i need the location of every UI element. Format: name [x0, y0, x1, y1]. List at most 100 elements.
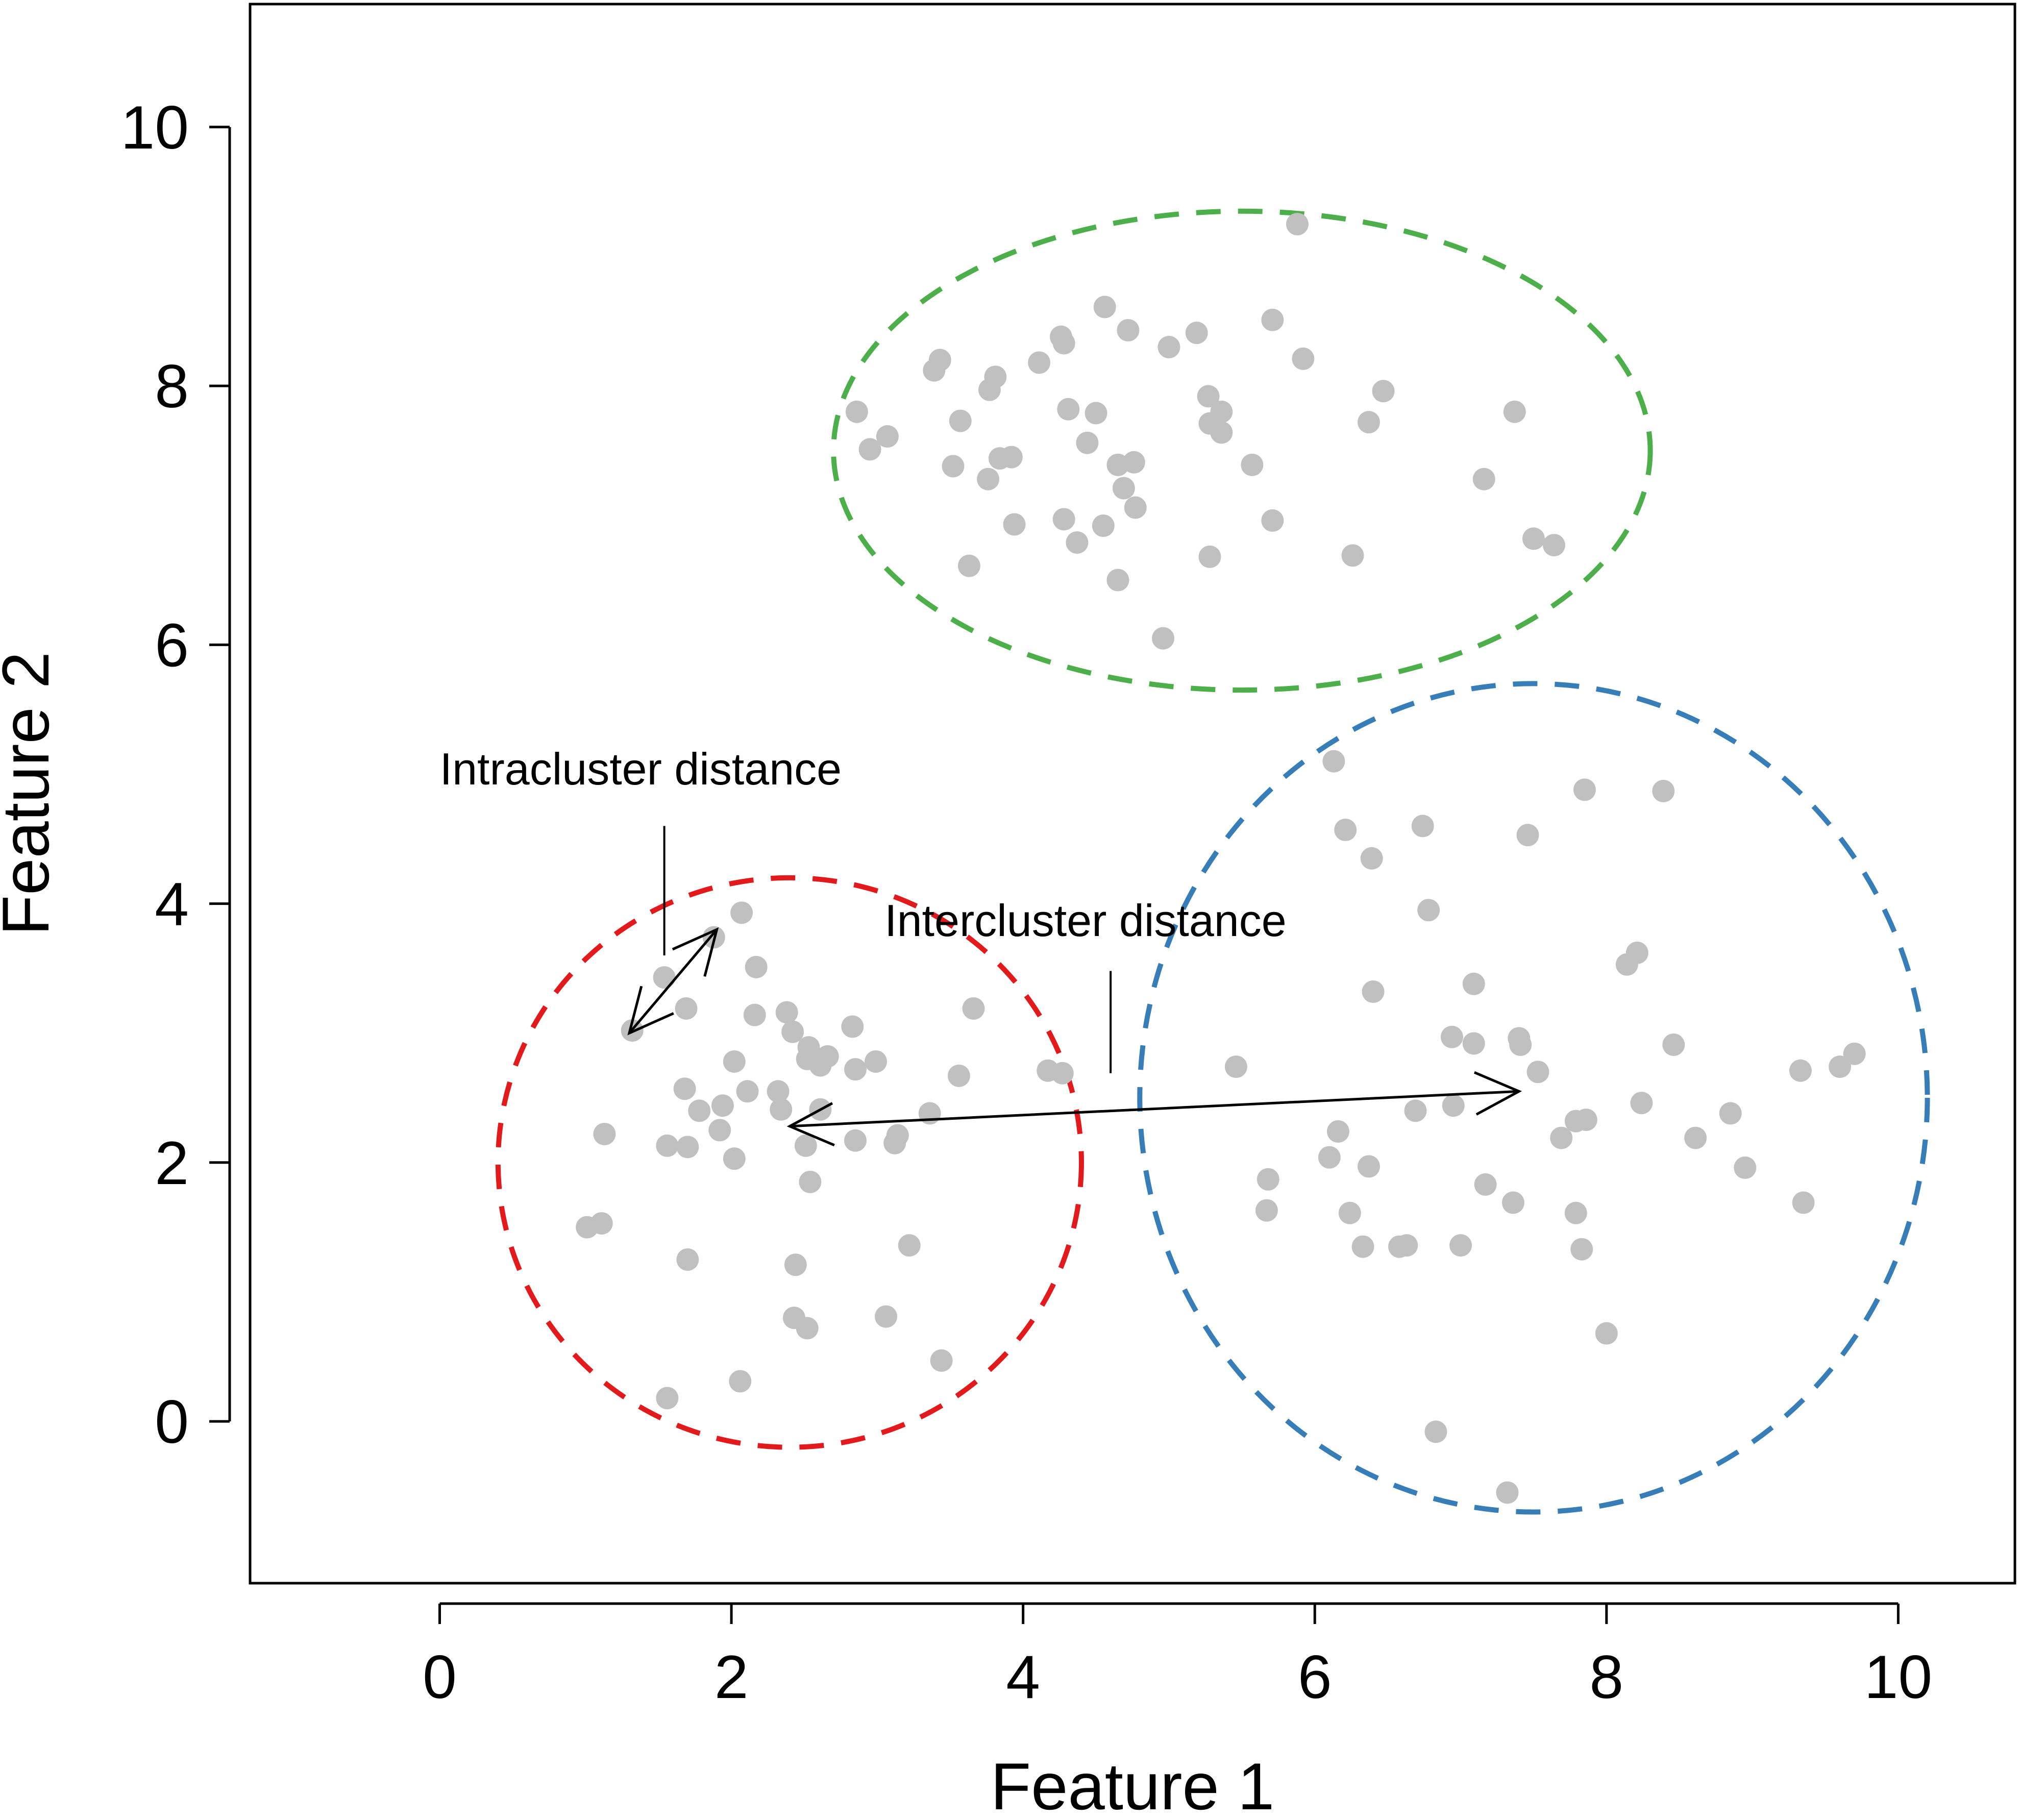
data-point	[1261, 509, 1284, 532]
data-point	[1372, 380, 1395, 403]
data-point	[1241, 453, 1264, 476]
data-point	[1357, 411, 1380, 434]
plot-frame	[249, 3, 2016, 1585]
data-point	[1028, 351, 1051, 374]
data-point	[942, 455, 965, 478]
data-point	[1085, 402, 1107, 425]
data-point	[1550, 1126, 1573, 1149]
intracluster-arrow	[627, 927, 719, 1036]
arrow-head	[627, 986, 674, 1036]
arrow-head	[1473, 1071, 1522, 1116]
data-point	[1442, 1094, 1465, 1117]
data-point	[962, 997, 985, 1020]
cluster-ellipse	[1137, 681, 1930, 1515]
data-point	[1362, 980, 1385, 1003]
data-point	[1092, 514, 1115, 537]
data-point	[784, 1253, 807, 1276]
data-point	[708, 1119, 731, 1142]
data-point	[794, 1134, 817, 1157]
data-point	[1564, 1201, 1587, 1224]
data-point	[775, 1001, 798, 1024]
data-point	[1417, 899, 1440, 922]
x-tick-label: 4	[1006, 1643, 1040, 1711]
data-point	[1472, 468, 1495, 490]
data-point	[1360, 847, 1383, 870]
data-point	[590, 1212, 613, 1235]
data-point	[593, 1122, 616, 1145]
y-tick-label: 10	[121, 93, 189, 162]
data-point	[876, 425, 899, 448]
x-axis: 0 2 4 6 8 10	[423, 1602, 1932, 1711]
data-point	[1003, 513, 1026, 536]
data-point	[653, 966, 676, 989]
data-point	[947, 1064, 970, 1087]
data-point	[1076, 431, 1099, 454]
y-tick-label: 2	[155, 1129, 189, 1197]
data-point	[977, 468, 1000, 490]
annotations: Intracluster distance Intercluster dista…	[440, 744, 1522, 1147]
data-point	[656, 1134, 679, 1157]
data-point	[743, 1003, 766, 1026]
data-point	[1318, 1146, 1341, 1169]
data-point	[844, 1058, 867, 1081]
data-point	[1257, 1168, 1279, 1191]
y-tick-label: 0	[155, 1388, 189, 1456]
data-point	[1503, 400, 1526, 423]
data-point	[767, 1080, 790, 1103]
data-point	[978, 378, 1001, 401]
y-tick-label: 6	[155, 611, 189, 679]
data-point	[1066, 531, 1089, 554]
data-point	[845, 400, 868, 423]
data-point	[1522, 527, 1545, 550]
data-point	[1516, 824, 1539, 847]
data-point	[1224, 1055, 1247, 1078]
data-point	[723, 1147, 746, 1170]
data-point	[1124, 496, 1147, 519]
intracluster-label: Intracluster distance	[440, 744, 842, 794]
data-point	[1573, 778, 1596, 801]
data-point	[1357, 1155, 1380, 1178]
x-tick-label: 0	[423, 1643, 457, 1711]
data-point	[1595, 1322, 1618, 1345]
data-point	[1261, 308, 1284, 331]
data-point	[1440, 1025, 1463, 1048]
data-point	[1322, 750, 1345, 773]
data-point	[1411, 815, 1434, 838]
data-point	[1501, 1191, 1524, 1214]
cluster-ellipses	[495, 208, 1930, 1515]
data-point	[723, 1050, 746, 1073]
data-point	[745, 955, 768, 978]
data-point	[1792, 1191, 1815, 1214]
data-point	[730, 901, 753, 924]
y-axis-title: Feature 2	[0, 652, 63, 936]
data-point	[1000, 446, 1023, 469]
y-tick-label: 4	[155, 870, 189, 939]
data-point	[1351, 1235, 1374, 1258]
data-point	[1843, 1042, 1866, 1065]
data-point	[1052, 508, 1075, 531]
x-tick-label: 10	[1864, 1643, 1932, 1711]
intercluster-label: Intercluster distance	[884, 895, 1287, 946]
data-point	[1112, 477, 1135, 500]
data-points	[576, 213, 1866, 1504]
data-point	[1106, 569, 1129, 592]
data-point	[1338, 1201, 1361, 1224]
data-point	[1334, 819, 1357, 842]
data-point	[1157, 336, 1180, 359]
data-point	[656, 1387, 679, 1410]
data-point	[883, 1132, 906, 1154]
cluster-ellipse	[495, 875, 1084, 1450]
data-point	[1197, 385, 1220, 408]
data-point	[1152, 627, 1175, 650]
data-point	[1652, 779, 1675, 802]
data-point	[796, 1317, 819, 1340]
data-point	[799, 1170, 822, 1193]
data-point	[957, 554, 980, 577]
data-point	[949, 409, 972, 432]
x-axis-title: Feature 1	[991, 1749, 1274, 1820]
x-tick-label: 8	[1589, 1643, 1623, 1711]
arrow-head	[672, 927, 719, 977]
data-point	[809, 1054, 832, 1077]
